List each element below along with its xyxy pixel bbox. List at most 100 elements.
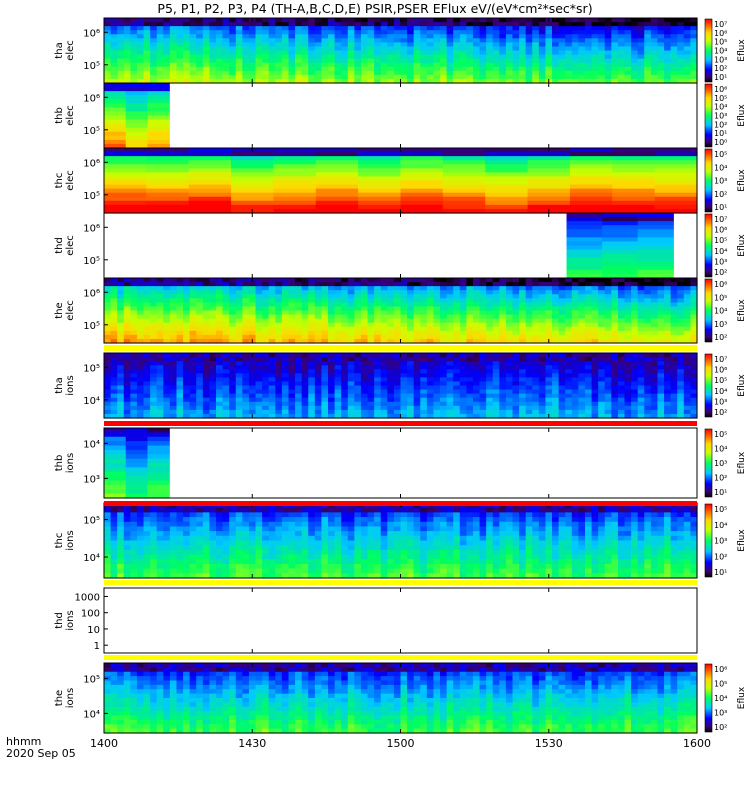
heatmap-cell <box>644 401 652 407</box>
heatmap-cell <box>584 357 593 362</box>
heatmap-cell <box>150 381 158 387</box>
heatmap-cell <box>393 286 402 291</box>
heatmap-cell <box>255 377 263 383</box>
heatmap-cell <box>235 286 243 291</box>
heatmap-cell <box>110 38 118 43</box>
heatmap-cell <box>644 361 652 366</box>
heatmap-cell <box>650 54 659 60</box>
heatmap-cell <box>354 38 362 43</box>
heatmap-cell <box>400 176 444 182</box>
heatmap-cell <box>183 369 191 374</box>
heatmap-cell <box>440 393 448 399</box>
heatmap-cell <box>413 397 421 403</box>
heatmap-cell <box>512 365 520 370</box>
heatmap-cell <box>146 160 190 165</box>
heatmap-cell <box>163 338 171 344</box>
heatmap-cell <box>117 326 125 332</box>
heatmap-cell <box>169 338 178 344</box>
heatmap-cell <box>612 176 656 182</box>
heatmap-cell <box>532 365 540 370</box>
heatmap-cell <box>453 393 461 399</box>
heatmap-cell <box>235 322 243 328</box>
heatmap-cell <box>196 365 204 370</box>
heatmap-cell <box>189 409 197 415</box>
heatmap-cell <box>150 78 158 84</box>
heatmap-cell <box>125 127 149 133</box>
heatmap-cell <box>150 30 158 35</box>
heatmap-cell <box>169 401 178 407</box>
heatmap-cell <box>150 365 158 370</box>
heatmap-cell <box>637 290 645 295</box>
heatmap-cell <box>637 302 645 308</box>
heatmap-cell <box>255 74 263 80</box>
heatmap-cell <box>472 30 481 35</box>
heatmap-cell <box>136 389 145 395</box>
heatmap-cell <box>189 54 197 60</box>
heatmap-cell <box>617 389 626 395</box>
heatmap-cell <box>492 74 500 80</box>
heatmap-cell <box>354 405 362 411</box>
heatmap-cell <box>459 393 467 399</box>
heatmap-cell <box>189 38 197 43</box>
heatmap-cell <box>156 405 164 411</box>
heatmap-cell <box>499 302 507 308</box>
heatmap-cell <box>288 338 296 344</box>
heatmap-cell <box>301 409 309 415</box>
heatmap-cell <box>453 298 461 303</box>
heatmap-cell <box>558 310 566 316</box>
heatmap-cell <box>288 78 296 84</box>
heatmap-cell <box>426 369 435 374</box>
heatmap-cell <box>670 286 678 291</box>
heatmap-cell <box>143 521 151 528</box>
heatmap-cell <box>176 322 184 328</box>
heatmap-cell <box>189 22 197 27</box>
heatmap-cell <box>552 310 560 316</box>
heatmap-cell <box>433 334 441 340</box>
heatmap-cell <box>644 353 652 358</box>
heatmap-cell <box>631 322 639 328</box>
heatmap-cell <box>670 42 678 48</box>
heatmap-cell <box>617 381 626 387</box>
heatmap-cell <box>690 389 698 395</box>
heatmap-cell <box>571 413 579 419</box>
heatmap-cell <box>578 334 586 340</box>
heatmap-cell <box>442 172 486 178</box>
heatmap-cell <box>485 192 529 198</box>
heatmap-cell <box>472 361 481 366</box>
heatmap-cell <box>295 353 303 358</box>
heatmap-cell <box>176 42 184 48</box>
heatmap-cell <box>453 397 461 403</box>
heatmap-cell <box>602 245 639 251</box>
heatmap-cell <box>268 58 276 64</box>
heatmap-cell <box>525 306 533 312</box>
heatmap-cell <box>183 26 191 31</box>
heatmap-cell <box>637 385 645 391</box>
heatmap-cell <box>492 397 500 403</box>
heatmap-cell <box>308 306 316 312</box>
heatmap-cell <box>301 30 309 35</box>
heatmap-cell <box>505 334 514 340</box>
heatmap-cell <box>499 369 507 374</box>
heatmap-cell <box>400 152 444 157</box>
heatmap-cell <box>499 286 507 291</box>
heatmap-cell <box>367 282 375 287</box>
heatmap-cell <box>235 34 243 39</box>
heatmap-cell <box>156 389 164 395</box>
heatmap-cell <box>262 22 270 27</box>
heatmap-cell <box>624 365 632 370</box>
heatmap-cell <box>262 302 270 308</box>
heatmap-cell <box>611 373 619 378</box>
heatmap-cell <box>301 310 309 316</box>
heatmap-cell <box>413 18 421 23</box>
heatmap-cell <box>433 377 441 383</box>
heatmap-cell <box>143 540 151 546</box>
heatmap-cell <box>664 70 672 76</box>
heatmap-cell <box>650 369 659 374</box>
heatmap-cell <box>104 294 112 299</box>
heatmap-cell <box>611 405 619 411</box>
heatmap-cell <box>512 26 520 31</box>
heatmap-cell <box>584 38 593 43</box>
heatmap-cell <box>393 377 402 383</box>
heatmap-cell <box>407 330 415 336</box>
heatmap-cell <box>202 278 211 283</box>
